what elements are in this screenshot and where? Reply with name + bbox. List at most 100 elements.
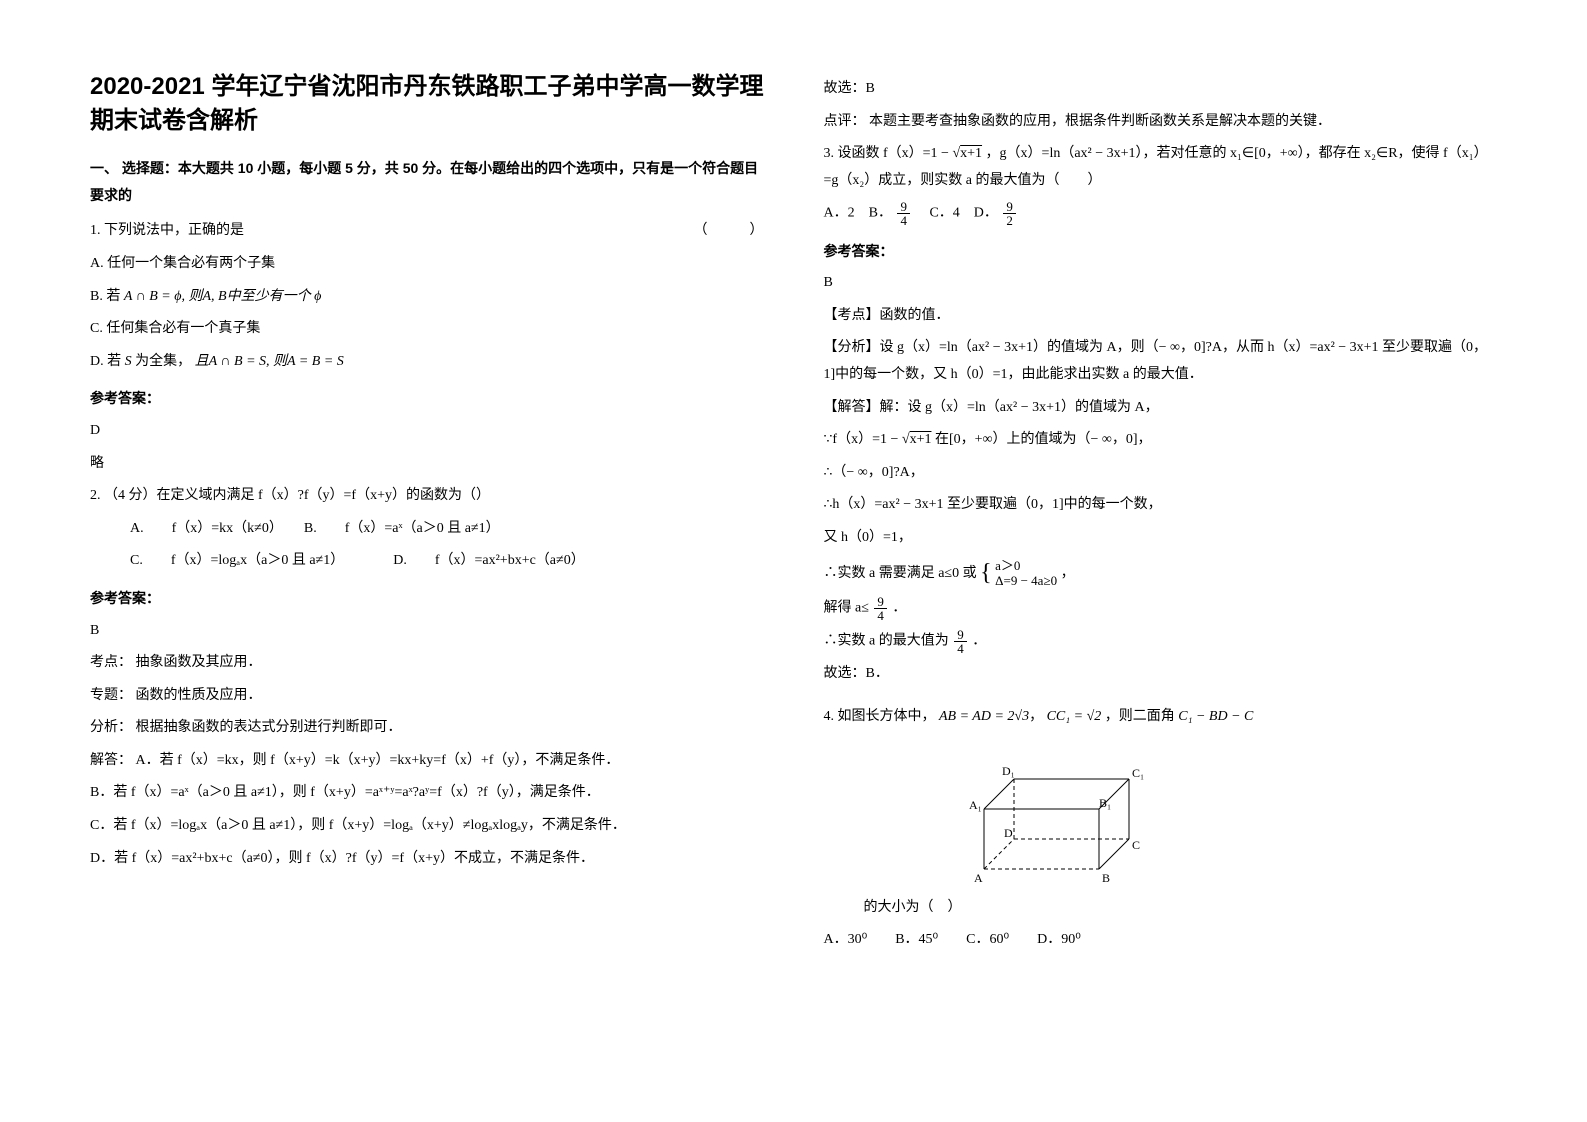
q3-kd: 【考点】函数的值． [824, 303, 1498, 330]
q4-tail-text: 的大小为（ ） [864, 900, 962, 915]
q3-f1n: 9 [897, 200, 910, 214]
q3-ja2-pre: ∵f（x）=1 − [824, 432, 899, 447]
q3-ja6: ∴实数 a 需要满足 a≤0 或 { a＞0 Δ=9 − 4a≥0 ， [824, 558, 1498, 589]
q3-f1d: 4 [897, 214, 910, 227]
q2-ja-d: D．若 f（x）=ax²+bx+c（a≠0），则 f（x）?f（y）=f（x+y… [90, 846, 764, 873]
q3-ja2-sqrt: x+1 [910, 432, 932, 447]
q2-ja-c: C．若 f（x）=logₐx（a＞0 且 a≠1），则 f（x+y）=logₐ（… [90, 813, 764, 840]
q2-opt-cd: C. f（x）=logₐx（a＞0 且 a≠1） D. f（x）=ax²+bx+… [90, 548, 764, 575]
q3-ja2-post: 在[0，+∞）上的值域为（− ∞，0]， [935, 432, 1152, 447]
q2-ans: B [90, 618, 764, 645]
q1-opt-d: D. 若 S 为全集， 且A ∩ B = S, 则A = B = S [90, 349, 764, 376]
q3-opts-a: A．2 B． [824, 206, 892, 221]
q3-stem-pre: 3. 设函数 f（x）=1 − [824, 146, 949, 161]
q3-ja8-post: ． [972, 634, 986, 649]
q1-d-s: S [125, 354, 132, 369]
q3-f4d: 4 [954, 642, 967, 655]
lbl-D: D [1004, 826, 1013, 840]
q2-ja-l: 解答： [90, 753, 132, 768]
q1-paren: （ ） [694, 218, 764, 245]
q3-ja4: ∴h（x）=ax² − 3x+1 至少要取遍（0，1]中的每一个数， [824, 492, 1498, 519]
q3-opts-c: C．4 D． [915, 206, 997, 221]
q3-gx: 故选：B． [824, 661, 1498, 688]
q3-frac2: 9 2 [1003, 200, 1016, 227]
q3-f3d: 4 [874, 609, 887, 622]
lbl-C: C [1132, 838, 1140, 852]
q2-zt-l: 专题： [90, 688, 132, 703]
exam-title: 2020-2021 学年辽宁省沈阳市丹东铁路职工子弟中学高一数学理期末试卷含解析 [90, 70, 764, 137]
q3-f4n: 9 [954, 628, 967, 642]
q3-fx: 【分析】设 g（x）=ln（ax² − 3x+1）的值域为 A，则（− ∞，0]… [824, 335, 1498, 388]
q1-d-pre: D. 若 [90, 354, 121, 369]
q3-ja5: 又 h（0）=1， [824, 525, 1498, 552]
q4-mid: ，则二面角 [1105, 709, 1175, 724]
q3-opts: A．2 B． 9 4 C．4 D． 9 2 [824, 200, 1498, 227]
lbl-B: B [1102, 871, 1110, 885]
q2-fx-t: 根据抽象函数的表达式分别进行判断即可． [136, 720, 402, 735]
q3-f3n: 9 [874, 595, 887, 609]
q1-d-mid: 为全集， [135, 354, 191, 369]
q2-kd-l: 考点： [90, 655, 132, 670]
q2-fx-l: 分析： [90, 720, 132, 735]
brace-icon: { [980, 564, 992, 583]
q3-ja7: 解得 a≤ 9 4 ． [824, 595, 1498, 622]
q4-cc: CC₁ = √2 [1047, 709, 1102, 724]
q2-dp: 点评： 本题主要考查抽象函数的应用，根据条件判断函数关系是解决本题的关键． [824, 109, 1498, 136]
q1-note: 略 [90, 451, 764, 478]
q4-dihedral: C₁ − BD − C [1178, 709, 1253, 724]
q3-ja1: 【解答】解：设 g（x）=ln（ax² − 3x+1）的值域为 A， [824, 395, 1498, 422]
q1-b-pre: B. 若 [90, 289, 120, 304]
lbl-A: A [974, 871, 983, 885]
q2-stem: 2. （4 分）在定义域内满足 f（x）?f（y）=f（x+y）的函数为（） [90, 483, 764, 510]
q2-zt-t: 函数的性质及应用． [136, 688, 262, 703]
q1-opt-b: B. 若 A ∩ B = ϕ, 则A, B中至少有一个 ϕ [90, 284, 764, 311]
lbl-C1: C₁ [1132, 766, 1144, 780]
q4-stem: 4. 如图长方体中， AB = AD = 2√3， CC₁ = √2 ，则二面角… [824, 704, 1498, 731]
q4-stem-pre: 4. 如图长方体中， [824, 709, 936, 724]
q2-dp-t: 本题主要考查抽象函数的应用，根据条件判断函数关系是解决本题的关键． [869, 114, 1331, 129]
q3-ja7-pre: 解得 a≤ [824, 601, 869, 616]
q2-ans-label: 参考答案： [90, 585, 764, 612]
lbl-A1: A₁ [969, 798, 982, 812]
q3-brace: a＞0 Δ=9 − 4a≥0 [995, 558, 1057, 589]
q3-f2d: 2 [1003, 214, 1016, 227]
q2-kd-t: 抽象函数及其应用． [136, 655, 262, 670]
cuboid-diagram: A B C D A₁ B₁ C₁ D₁ [944, 739, 1144, 889]
q3-f3: 9 4 [874, 595, 887, 622]
q4-tail: 的大小为（ ） [824, 895, 1498, 922]
q2-kd: 考点： 抽象函数及其应用． [90, 650, 764, 677]
section1-head: 一、 选择题：本大题共 10 小题，每小题 5 分，共 50 分。在每小题给出的… [90, 155, 764, 208]
q2-fx: 分析： 根据抽象函数的表达式分别进行判断即可． [90, 715, 764, 742]
q3-ans-label: 参考答案： [824, 238, 1498, 265]
q1-d-math: 且A ∩ B = S, 则A = B = S [195, 354, 344, 369]
q1-stem: 1. 下列说法中，正确的是 （ ） [90, 218, 764, 245]
q3-brace-bot: Δ=9 − 4a≥0 [995, 573, 1057, 588]
q2-ja-b: B．若 f（x）=aˣ（a＞0 且 a≠1），则 f（x+y）=aˣ⁺ʸ=aˣ?… [90, 780, 764, 807]
q1-ans: D [90, 418, 764, 445]
q2-gx: 故选：B [824, 76, 1498, 103]
q1-opt-c: C. 任何集合必有一个真子集 [90, 316, 764, 343]
q3-ans: B [824, 270, 1498, 297]
q2-dp-l: 点评： [824, 114, 866, 129]
q4-opts: A．30⁰ B．45⁰ C．60⁰ D．90⁰ [824, 927, 1498, 954]
q3-frac1: 9 4 [897, 200, 910, 227]
lbl-D1: D₁ [1002, 764, 1015, 778]
q1-b-math: A ∩ B = ϕ, 则A, B中至少有一个 ϕ [124, 289, 322, 304]
q2-ja-at: A．若 f（x）=kx，则 f（x+y）=k（x+y）=kx+ky=f（x）+f… [136, 753, 620, 768]
q1-stem-text: 1. 下列说法中，正确的是 [90, 223, 244, 238]
q3-f4: 9 4 [954, 628, 967, 655]
q3-stem: 3. 设函数 f（x）=1 − √x+1 ，g（x）=ln（ax² − 3x+1… [824, 141, 1498, 194]
q3-ja8: ∴实数 a 的最大值为 9 4 ． [824, 628, 1498, 655]
q3-ja8-pre: ∴实数 a 的最大值为 [824, 634, 949, 649]
q3-f2n: 9 [1003, 200, 1016, 214]
q3-brace-top: a＞0 [995, 558, 1020, 573]
q3-ja6-post: ， [1061, 565, 1075, 580]
q3-ja2: ∵f（x）=1 − √x+1 在[0，+∞）上的值域为（− ∞，0]， [824, 427, 1498, 454]
lbl-B1: B₁ [1099, 796, 1111, 810]
q1-opt-a: A. 任何一个集合必有两个子集 [90, 251, 764, 278]
page-root: 2020-2021 学年辽宁省沈阳市丹东铁路职工子弟中学高一数学理期末试卷含解析… [0, 0, 1587, 1000]
left-column: 2020-2021 学年辽宁省沈阳市丹东铁路职工子弟中学高一数学理期末试卷含解析… [90, 70, 764, 960]
right-column: 故选：B 点评： 本题主要考查抽象函数的应用，根据条件判断函数关系是解决本题的关… [824, 70, 1498, 960]
q2-opt-ab: A. f（x）=kx（k≠0） B. f（x）=aˣ（a＞0 且 a≠1） [90, 516, 764, 543]
q3-ja6-pre: ∴实数 a 需要满足 a≤0 或 [824, 565, 977, 580]
